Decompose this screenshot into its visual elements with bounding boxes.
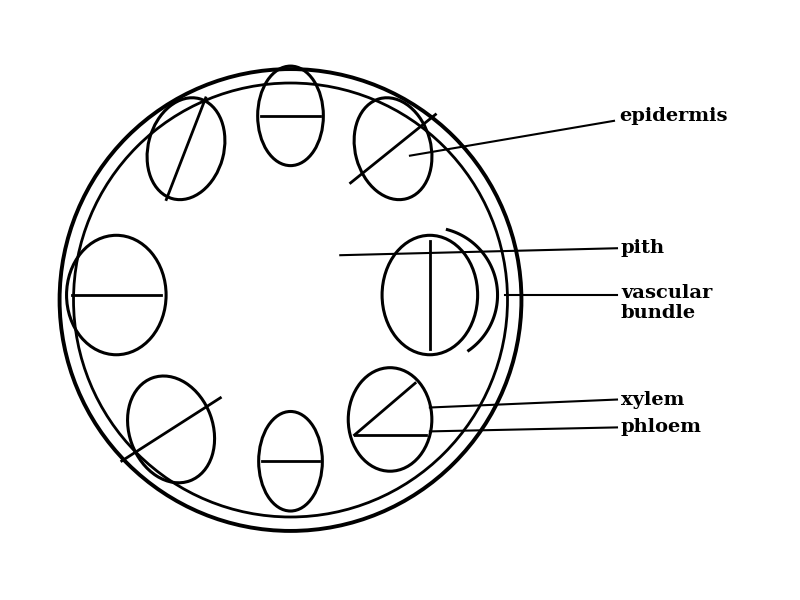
Text: phloem: phloem — [621, 418, 702, 436]
Text: pith: pith — [621, 239, 665, 257]
Text: epidermis: epidermis — [619, 107, 727, 125]
Text: xylem: xylem — [621, 391, 684, 409]
Text: vascular
bundle: vascular bundle — [621, 284, 712, 322]
